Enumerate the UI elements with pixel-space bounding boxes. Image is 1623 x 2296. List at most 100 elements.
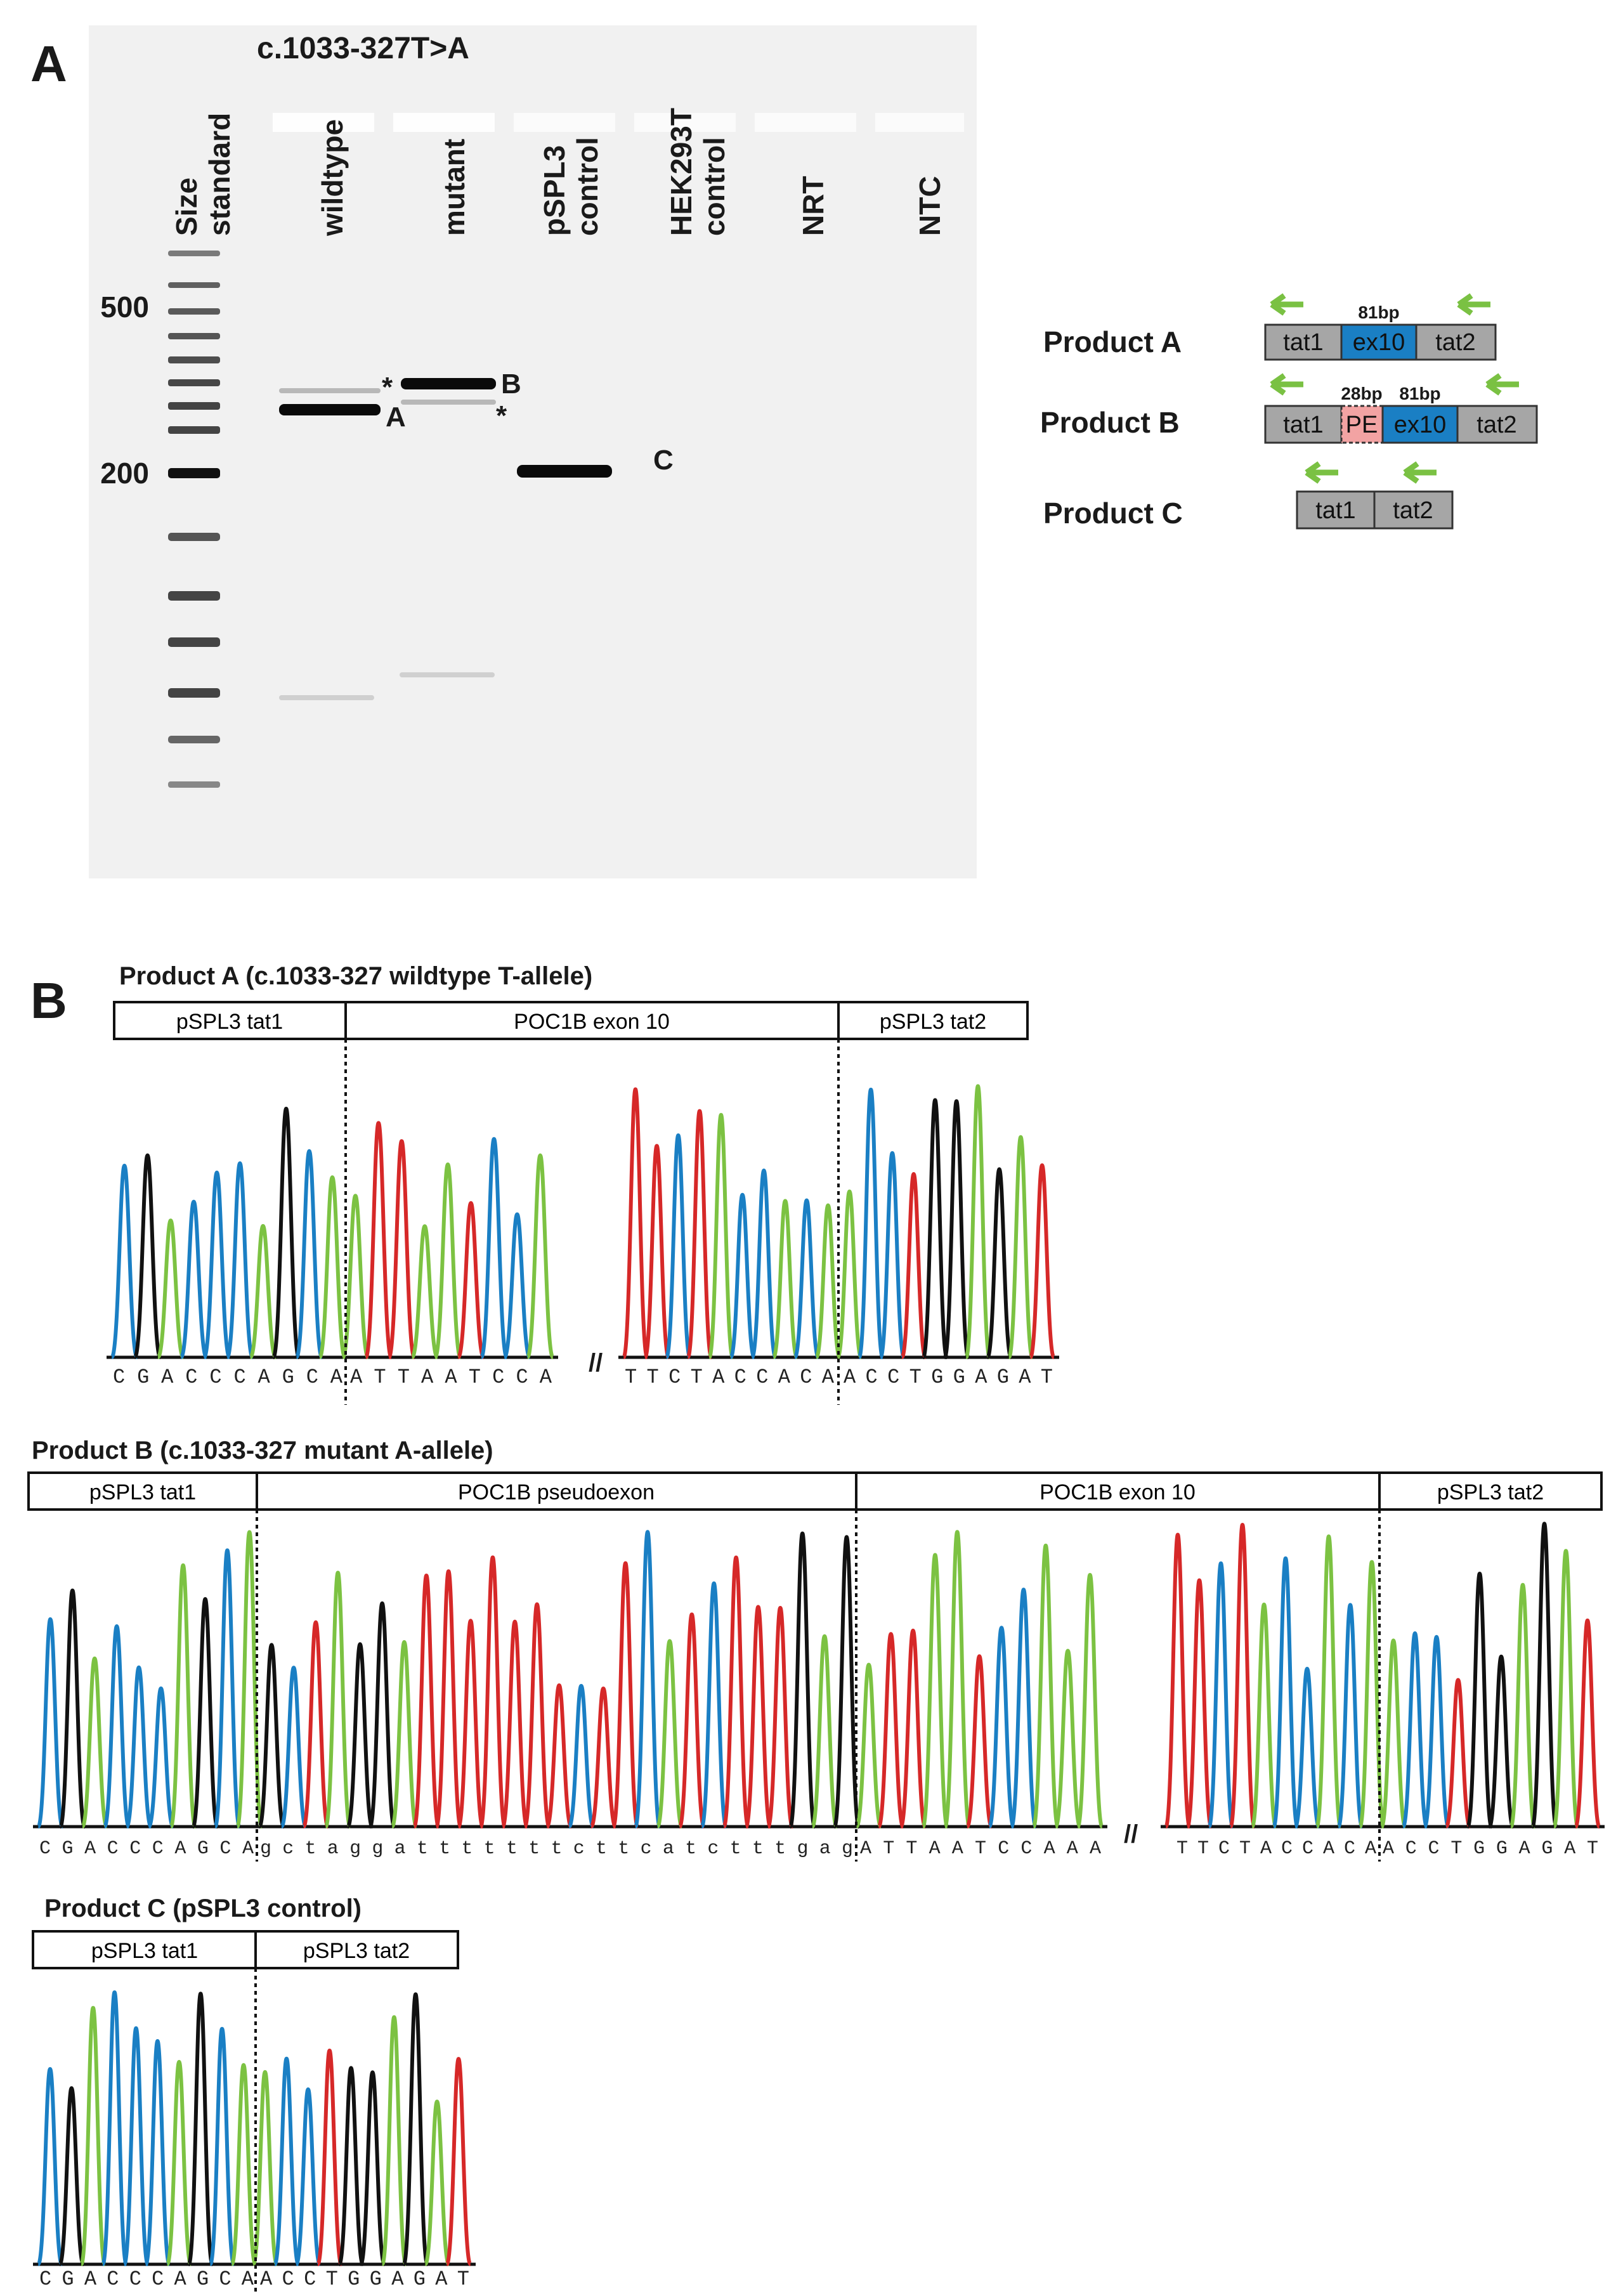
trace-peak	[1250, 1602, 1278, 1829]
sequence-text: ACCTGGAGAT	[260, 2267, 469, 2291]
trace-peak	[143, 2039, 172, 2266]
trace-peak	[434, 1569, 463, 1829]
chromatogram	[33, 1990, 476, 2266]
trace-peak	[101, 1990, 129, 2266]
trace-peak	[179, 1199, 209, 1359]
lane-label: Size	[170, 178, 203, 236]
trace-peak	[456, 1201, 486, 1359]
trace-peak	[478, 1555, 507, 1829]
sequence-text: ACCTGGAGAT	[1383, 1838, 1598, 1860]
trace-peak	[1007, 1135, 1034, 1359]
primer-arrow	[1485, 373, 1519, 396]
trace-peak	[1185, 1578, 1213, 1829]
trace-peak	[271, 1107, 301, 1359]
trace-peak	[1574, 1618, 1601, 1829]
region-bar: pSPL3 tat1 POC1B pseudoexon POC1B exon 1…	[27, 1471, 1603, 1511]
trace-peak	[202, 1170, 231, 1359]
trace-peak	[986, 1167, 1014, 1359]
lane-label: wildtype	[316, 119, 349, 237]
segment-label: tat1	[1315, 497, 1355, 524]
sequence-text: TTCTACCACA	[1177, 1838, 1376, 1860]
trace-peak	[771, 1199, 799, 1359]
trace-peak	[387, 1139, 417, 1359]
lane-label: pSPL3	[538, 145, 571, 236]
trace-peak	[323, 1570, 352, 1829]
trace-peak	[1487, 1654, 1515, 1829]
trace-peak	[545, 1683, 573, 1829]
region-label: POC1B exon 10	[514, 1010, 670, 1034]
trace-peak	[36, 2067, 64, 2266]
trace-peak	[301, 1620, 330, 1829]
lane-label: control	[698, 137, 731, 236]
trace-peak	[1031, 1543, 1060, 1829]
chromatogram	[1161, 1522, 1605, 1829]
trace-peak	[213, 1548, 242, 1829]
trace-peak	[257, 1643, 286, 1829]
trace-peak	[1053, 1648, 1082, 1829]
trace-peak	[122, 2026, 150, 2266]
trace-peak	[729, 1192, 757, 1359]
trace-peak	[1552, 1549, 1580, 1829]
chromatogram	[33, 1530, 1107, 1829]
lane-label: control	[571, 137, 604, 236]
trace-peak	[230, 2063, 257, 2266]
trace-peak	[854, 1662, 883, 1829]
trace-peak	[423, 2099, 451, 2266]
trace-peak	[921, 1098, 949, 1359]
trace-peak	[294, 2087, 322, 2266]
trace-peak	[36, 1617, 65, 1829]
trace-peak	[81, 1656, 109, 1829]
trace-peak	[987, 1626, 1016, 1829]
trace-peak	[1509, 1582, 1537, 1829]
region-label: pSPL3 tat2	[303, 1939, 410, 1963]
lane-labels: Size standard wildtype mutant pSPL3 cont…	[170, 108, 946, 237]
trace-peak	[390, 1640, 419, 1829]
sequence-text: CGACCCAGCA	[39, 1838, 254, 1860]
trace-peak	[412, 1574, 441, 1829]
trace-title: Product B (c.1033-327 mutant A-allele)	[32, 1437, 493, 1464]
star-mark: *	[382, 372, 393, 403]
trace-peak	[479, 1137, 509, 1359]
trace-peak	[1272, 1556, 1300, 1829]
segment-label: tat2	[1393, 497, 1433, 524]
trace-peak	[622, 1087, 649, 1359]
trace-peak	[169, 1563, 197, 1829]
bp-label: 81bp	[1358, 303, 1399, 322]
region-label: pSPL3 tat1	[89, 1480, 196, 1504]
trace-peak	[273, 2056, 301, 2266]
trace-peak	[1401, 1631, 1429, 1829]
bp-label: 81bp	[1399, 384, 1440, 403]
trace-peak	[1009, 1588, 1038, 1829]
trace-peak	[1423, 1634, 1450, 1829]
lane-label: standard	[203, 113, 236, 236]
trace-peak	[835, 1189, 863, 1359]
trace-peak	[58, 2086, 86, 2266]
sequence-text: ATTAATCCAAA	[860, 1838, 1101, 1860]
trace-peak	[191, 1597, 219, 1829]
trace-peak	[900, 1172, 928, 1359]
trace-peak	[857, 1087, 885, 1359]
trace-peak	[567, 1684, 596, 1829]
band-b	[401, 378, 496, 389]
trace-peak	[1336, 1603, 1364, 1829]
trace-peak	[700, 1581, 728, 1829]
sequence-text: TTCTACCACA	[625, 1366, 835, 1389]
trace-peak	[1164, 1532, 1192, 1829]
trace-peak	[279, 1666, 308, 1829]
product-label: Product A	[1043, 325, 1182, 358]
trace-peak	[523, 1602, 551, 1829]
sequence-text: ACCTGGAGAT	[844, 1366, 1053, 1389]
trace-peak	[318, 1175, 347, 1359]
trace-peak	[1444, 1678, 1472, 1829]
sequence-text: CGACCCAGCA	[113, 1366, 343, 1389]
chromatogram	[618, 1084, 1059, 1359]
trace-peak	[102, 1624, 131, 1829]
trace-peak	[368, 1601, 396, 1829]
band-c	[517, 465, 612, 478]
trace-peak	[186, 1992, 214, 2266]
segment-label: tat2	[1435, 329, 1475, 356]
region-label: POC1B exon 10	[1040, 1480, 1196, 1504]
trace-title: Product C (pSPL3 control)	[44, 1895, 362, 1922]
trace-peak	[337, 2066, 365, 2266]
primer-arrow	[1270, 293, 1303, 316]
